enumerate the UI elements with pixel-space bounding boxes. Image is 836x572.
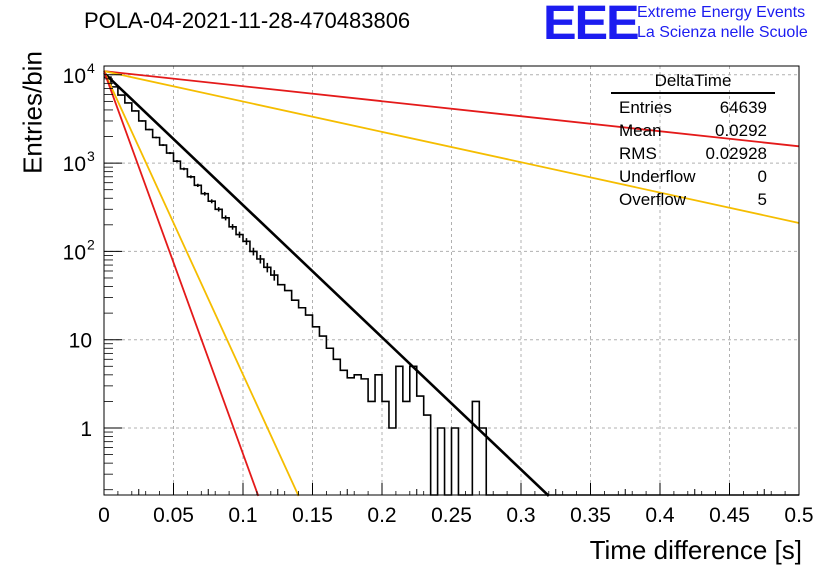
x-tick-label: 0.05	[153, 504, 194, 527]
stats-label: Mean	[619, 121, 662, 140]
logo-line-1: Extreme Energy Events	[637, 4, 806, 21]
stats-value: 0.02928	[705, 144, 767, 163]
stats-row-underflow: Underflow 0	[611, 165, 775, 188]
stats-title: DeltaTime	[611, 71, 775, 94]
y-tick-label: 10	[63, 241, 86, 264]
fit-curves	[103, 70, 800, 497]
stats-label: Entries	[619, 98, 672, 117]
y-tick-exponent: 3	[87, 148, 95, 164]
stats-value: 0.0292	[715, 121, 767, 140]
fit-curve	[103, 70, 800, 148]
fit-curve	[103, 70, 260, 497]
eee-logo: EEE	[543, 0, 640, 50]
x-tick-label: 0.3	[506, 504, 535, 527]
x-axis-label: Time difference [s]	[589, 535, 802, 565]
x-tick-label: 0.35	[570, 504, 611, 527]
stats-label: RMS	[619, 144, 657, 163]
stats-value: 0	[757, 167, 767, 186]
stats-row-mean: Mean 0.0292	[611, 119, 775, 142]
stats-label: Overflow	[619, 190, 687, 209]
y-tick-label: 10	[63, 153, 86, 176]
logo-line-2: La Scienza nelle Scuole	[637, 24, 808, 41]
x-tick-label: 0.45	[709, 504, 750, 527]
stats-value: 64639	[719, 98, 767, 117]
grid-lines	[104, 66, 799, 495]
y-tick-exponent: 4	[87, 60, 95, 76]
y-tick-label: 1	[80, 418, 92, 441]
stats-box: DeltaTime Entries 64639 Mean 0.0292 RMS 0.0…	[611, 71, 775, 211]
chart-title: POLA-04-2021-11-28-470483806	[84, 8, 411, 33]
stats-row-overflow: Overflow 5	[611, 188, 775, 211]
stats-value: 5	[757, 190, 767, 209]
x-tick-label: 0.25	[431, 504, 472, 527]
x-tick-label: 0.2	[367, 504, 396, 527]
fit-curve	[103, 70, 800, 224]
y-tick-label: 10	[69, 330, 92, 353]
y-tick-exponent: 2	[87, 236, 95, 252]
y-axis-label: Entries/bin	[17, 51, 48, 174]
x-tick-label: 0.1	[228, 504, 257, 527]
fit-curve	[103, 71, 550, 497]
stats-label: Underflow	[619, 167, 696, 186]
fit-curve	[103, 70, 300, 497]
x-tick-label: 0.15	[292, 504, 333, 527]
x-tick-label: 0.5	[784, 504, 813, 527]
stats-row-entries: Entries 64639	[611, 96, 775, 119]
x-tick-label: 0.4	[645, 504, 675, 527]
y-tick-label: 10	[63, 65, 86, 88]
stats-row-rms: RMS 0.02928	[611, 142, 775, 165]
x-axis-ticks: 0 0.05 0.1 0.15 0.2 0.25 0.3 0.35 0.4 0.45 0.5	[98, 483, 814, 527]
x-tick-label: 0	[98, 504, 110, 527]
